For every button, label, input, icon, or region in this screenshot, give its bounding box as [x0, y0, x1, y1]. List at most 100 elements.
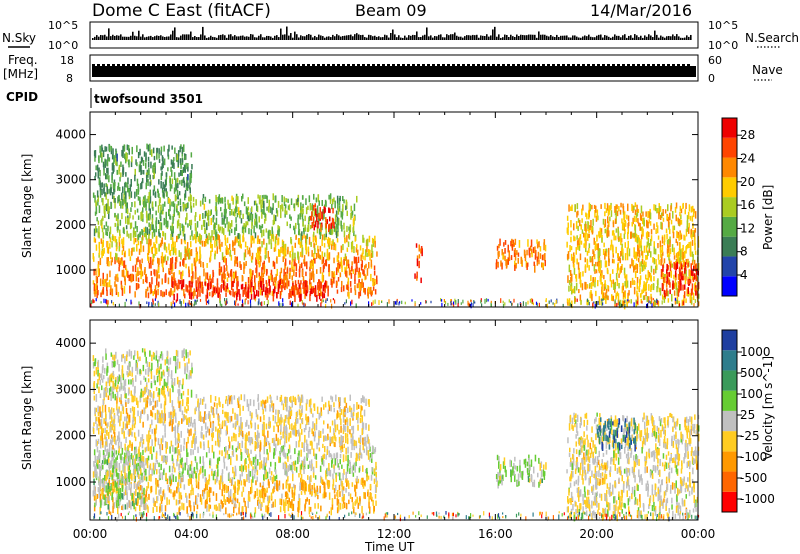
data-cell [178, 172, 180, 177]
ground-scatter-cell [325, 299, 327, 304]
ground-scatter-cell [245, 298, 247, 301]
data-cell [215, 287, 218, 294]
data-cell [141, 213, 144, 219]
data-cell [312, 204, 315, 211]
data-cell [320, 224, 322, 232]
ground-scatter-cell [171, 303, 173, 309]
nsky-bar [310, 34, 312, 40]
data-cell [319, 255, 322, 260]
data-cell [344, 253, 347, 261]
data-cell [152, 259, 154, 266]
data-cell [670, 205, 672, 212]
freq-noise-bar [277, 64, 280, 67]
data-cell [608, 255, 610, 263]
data-cell [174, 281, 177, 286]
freq-noise-bar [252, 64, 255, 67]
data-cell [367, 491, 369, 497]
data-cell [178, 499, 181, 504]
data-cell [148, 282, 151, 288]
ground-scatter-cell [242, 302, 244, 308]
data-cell [261, 211, 263, 219]
data-cell [264, 218, 266, 224]
data-cell [258, 239, 261, 244]
data-cell [267, 495, 269, 502]
data-cell [116, 160, 118, 167]
data-cell [276, 479, 278, 485]
data-cell [347, 259, 350, 266]
nsky-bar [336, 34, 338, 40]
data-cell [501, 262, 503, 270]
cpid-label: CPID [6, 90, 38, 104]
data-cell [166, 478, 169, 485]
data-cell [258, 276, 261, 283]
data-cell [616, 291, 619, 297]
data-cell [297, 500, 300, 509]
data-cell [663, 240, 666, 246]
data-cell [181, 477, 183, 483]
data-cell [640, 261, 643, 267]
data-cell [272, 203, 274, 211]
data-cell [673, 225, 676, 231]
data-cell [617, 262, 619, 271]
data-cell [291, 261, 293, 270]
nsky-bar [502, 37, 504, 40]
nsky-bar [434, 35, 436, 40]
data-cell [157, 219, 160, 225]
data-cell [337, 499, 340, 508]
data-cell [636, 267, 638, 273]
data-cell [121, 238, 123, 245]
data-cell [642, 295, 645, 301]
data-cell [622, 285, 624, 291]
freq-noise-bar [112, 64, 115, 68]
data-cell [160, 222, 163, 231]
data-cell [167, 220, 169, 228]
data-cell [213, 287, 216, 293]
data-cell [683, 234, 685, 241]
data-cell [586, 260, 589, 268]
data-cell [241, 196, 243, 202]
data-cell [137, 183, 140, 190]
data-cell [230, 228, 233, 234]
data-cell [175, 257, 177, 262]
nsky-bar [120, 34, 122, 40]
data-cell [567, 251, 570, 259]
data-cell [591, 293, 593, 302]
nsky-bar [278, 37, 280, 40]
data-cell [98, 488, 101, 493]
data-cell [225, 208, 227, 214]
data-cell [190, 201, 192, 209]
data-cell [233, 208, 236, 216]
data-cell [159, 506, 161, 513]
data-cell [303, 227, 305, 233]
nsky-bar [286, 26, 288, 40]
data-cell [682, 251, 684, 260]
data-cell [283, 201, 286, 207]
data-cell [297, 252, 299, 260]
data-cell [337, 230, 339, 237]
data-cell [182, 178, 185, 183]
data-cell [157, 288, 159, 296]
data-cell [309, 278, 311, 286]
data-cell [675, 238, 677, 244]
nsky-bar [474, 35, 476, 40]
data-cell [130, 233, 132, 241]
data-cell [343, 494, 345, 501]
data-cell [311, 271, 313, 279]
data-cell [92, 490, 95, 497]
data-cell [121, 149, 123, 157]
data-cell [347, 286, 350, 292]
data-cell [114, 182, 116, 187]
data-cell [111, 288, 114, 297]
nsky-bar [464, 36, 466, 40]
data-cell [222, 503, 224, 508]
data-cell [147, 213, 150, 221]
data-cell [128, 148, 130, 155]
data-cell [639, 262, 641, 268]
data-cell [133, 228, 135, 235]
data-cell [683, 294, 685, 303]
data-cell [176, 204, 178, 212]
data-cell [347, 277, 350, 285]
data-cell [135, 283, 138, 291]
data-cell [171, 145, 173, 150]
colorbar-tick-label: 16 [740, 198, 755, 212]
